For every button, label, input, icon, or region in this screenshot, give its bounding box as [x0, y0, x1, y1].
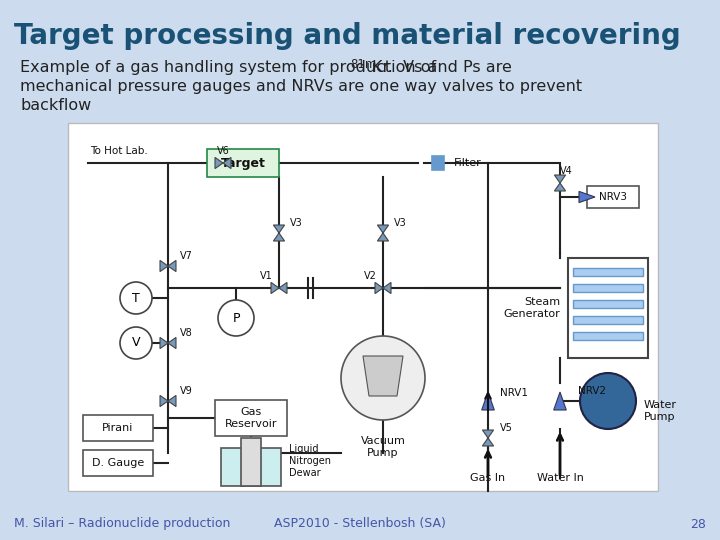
Text: V9: V9 — [180, 386, 193, 396]
Text: Target: Target — [220, 157, 266, 170]
Polygon shape — [377, 225, 389, 233]
Polygon shape — [554, 175, 566, 183]
Text: V6: V6 — [217, 146, 230, 156]
Polygon shape — [271, 282, 279, 294]
Text: backflow: backflow — [20, 98, 91, 113]
Polygon shape — [482, 430, 494, 438]
Text: Steam
Generator: Steam Generator — [503, 297, 560, 319]
Bar — [83, 415, 153, 441]
Text: V: V — [132, 336, 140, 349]
Bar — [573, 284, 643, 292]
Polygon shape — [377, 233, 389, 241]
Text: V3: V3 — [394, 218, 407, 228]
Polygon shape — [168, 338, 176, 349]
Polygon shape — [482, 392, 495, 410]
Text: Kr.  Vs and Ps are: Kr. Vs and Ps are — [372, 60, 512, 75]
Bar — [568, 258, 648, 358]
FancyBboxPatch shape — [68, 123, 658, 491]
Circle shape — [120, 327, 152, 359]
Polygon shape — [168, 260, 176, 272]
Text: V8: V8 — [180, 328, 193, 338]
Polygon shape — [215, 157, 223, 168]
Circle shape — [218, 300, 254, 336]
Text: 81m: 81m — [350, 58, 377, 71]
Bar — [221, 448, 281, 486]
Text: T: T — [132, 292, 140, 305]
Text: Vacuum
Pump: Vacuum Pump — [361, 436, 405, 457]
Text: P: P — [233, 312, 240, 325]
Text: NRV3: NRV3 — [599, 192, 627, 202]
Polygon shape — [168, 395, 176, 407]
Text: Pirani: Pirani — [102, 423, 134, 433]
Text: Water
Pump: Water Pump — [644, 400, 677, 422]
Polygon shape — [375, 282, 383, 294]
Polygon shape — [383, 282, 391, 294]
Polygon shape — [554, 183, 566, 191]
Circle shape — [120, 282, 152, 314]
Text: Filter: Filter — [454, 158, 482, 168]
Text: NRV1: NRV1 — [500, 388, 528, 398]
Text: V4: V4 — [560, 166, 572, 176]
Polygon shape — [160, 338, 168, 349]
Text: To Hot Lab.: To Hot Lab. — [90, 146, 148, 156]
Polygon shape — [363, 356, 403, 396]
Text: Example of a gas handling system for production of: Example of a gas handling system for pro… — [20, 60, 441, 75]
Bar — [432, 156, 444, 170]
Bar — [241, 438, 261, 486]
Text: D. Gauge: D. Gauge — [92, 458, 144, 468]
Polygon shape — [160, 260, 168, 272]
Polygon shape — [482, 438, 494, 446]
Text: NRV2: NRV2 — [578, 386, 606, 396]
Bar — [83, 450, 153, 476]
Polygon shape — [279, 282, 287, 294]
Polygon shape — [554, 392, 567, 410]
Text: 28: 28 — [690, 517, 706, 530]
Text: V2: V2 — [364, 271, 377, 281]
Text: Gas In: Gas In — [470, 473, 505, 483]
Text: V7: V7 — [180, 251, 193, 261]
Circle shape — [580, 373, 636, 429]
Text: Target processing and material recovering: Target processing and material recoverin… — [14, 22, 680, 50]
Text: Liquid
Nitrogen
Dewar: Liquid Nitrogen Dewar — [289, 444, 331, 477]
Polygon shape — [274, 225, 284, 233]
Bar — [207, 149, 279, 177]
Text: V5: V5 — [500, 423, 513, 433]
Text: Gas
Reservoir: Gas Reservoir — [225, 407, 277, 429]
Text: V3: V3 — [290, 218, 302, 228]
Polygon shape — [274, 233, 284, 241]
Polygon shape — [579, 191, 595, 202]
Text: M. Silari – Radionuclide production: M. Silari – Radionuclide production — [14, 517, 230, 530]
Bar — [215, 400, 287, 436]
Bar — [573, 316, 643, 324]
Bar — [573, 332, 643, 340]
Text: ASP2010 - Stellenbosh (SA): ASP2010 - Stellenbosh (SA) — [274, 517, 446, 530]
Bar — [573, 300, 643, 308]
Polygon shape — [223, 157, 231, 168]
Circle shape — [341, 336, 425, 420]
Text: V1: V1 — [260, 271, 272, 281]
Text: Water In: Water In — [536, 473, 583, 483]
Polygon shape — [160, 395, 168, 407]
Text: mechanical pressure gauges and NRVs are one way valves to prevent: mechanical pressure gauges and NRVs are … — [20, 79, 582, 94]
Bar — [573, 268, 643, 276]
Bar — [587, 186, 639, 208]
